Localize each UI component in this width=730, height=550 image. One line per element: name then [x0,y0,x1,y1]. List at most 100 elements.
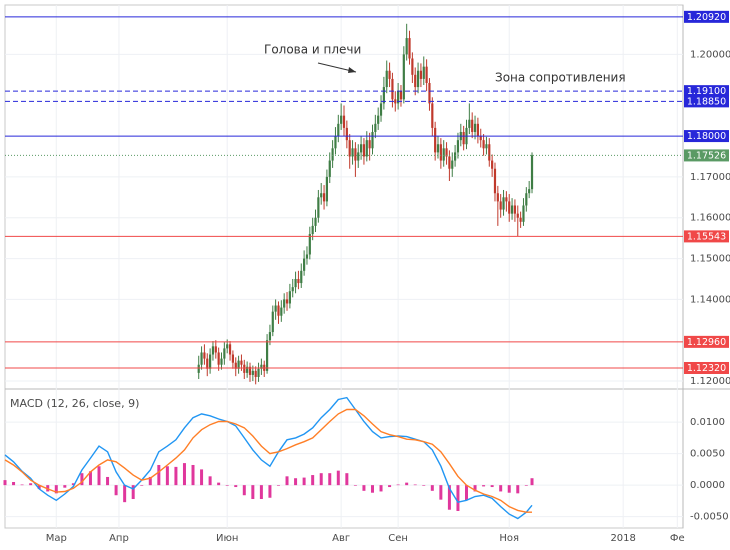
histogram-bar [140,485,144,486]
candle-body [288,291,291,304]
candle-body [456,140,460,153]
histogram-bar [148,476,152,486]
candle-body [491,160,494,169]
histogram-bar [131,485,135,500]
candle-body [206,358,209,369]
candle-body [388,70,391,79]
histogram-bar [507,485,511,493]
histogram-bar [242,485,246,496]
candle-body [274,305,277,312]
histogram-bar [54,485,58,494]
histogram-bar [430,485,434,491]
annotation: Зона сопротивления [495,71,626,85]
candle-body [502,197,505,210]
y-tick-label: 1.17000 [690,172,730,183]
candle-body [476,123,479,137]
histogram-bar [251,485,255,500]
y-tick-label: 1.16000 [690,213,730,224]
histogram-bar [37,485,41,489]
candle-body [297,278,300,284]
annotation-arrowhead [348,67,356,73]
histogram-bar [302,477,306,486]
candle-body [271,311,274,333]
indicator-line [4,396,533,520]
candle-body [260,364,263,369]
histogram-bar [370,485,374,493]
y-tick-label: 0.0100 [690,417,725,428]
histogram-bar [12,482,16,486]
histogram-bar [29,483,33,486]
x-tick-label: 2018 [610,533,635,544]
candle-body [240,360,243,365]
level-label-box [684,230,729,243]
level-label-box [684,95,729,108]
candle-body [516,213,519,218]
x-tick-label: Авг [332,533,350,544]
candle-body [214,346,217,353]
candle-body [408,38,411,59]
candle-body [422,66,425,79]
histogram-bar [516,485,520,494]
plot: Мар Апр Июн Авг Сен Ноя 2018 Фе 1.12000 1.14000 1.… [3,10,730,544]
histogram-bar [182,463,186,486]
histogram-bar [524,485,528,486]
candle-body [209,354,212,369]
histogram-bar [234,485,238,488]
histogram-bar [422,485,426,486]
candle-body [325,176,329,202]
candle-body [203,352,206,359]
candle-body [371,131,374,149]
candle-body [251,370,254,375]
histogram-bar [379,485,383,492]
candle-body [488,144,491,161]
candle-body [377,115,380,124]
histogram-bar [63,485,67,488]
x-tick-label: Сен [388,533,408,544]
candle-body [442,148,445,161]
histogram-bar [200,469,204,486]
histogram-bar [336,470,340,486]
y-tick-label: 1.20000 [690,49,730,60]
candle-body [362,144,366,157]
candle-body [217,352,220,365]
histogram-bar [311,475,315,486]
candle-body [513,205,517,214]
histogram-bar [345,473,349,486]
candle-body [311,225,314,235]
candle-body [223,348,226,359]
level-label: 1.17526 [687,150,726,161]
histogram-bar [80,473,84,486]
candle-body [493,168,497,194]
candle-body [385,70,388,88]
candle-body [328,160,331,177]
level-label: 1.18000 [687,131,726,142]
candle-body [428,82,431,104]
candle-body [510,205,514,214]
candle-body [277,305,280,316]
candle-body [508,201,511,214]
x-tick-label: Ноя [499,533,519,544]
candle-body [345,127,348,141]
candle-body [399,91,403,100]
candle-body [505,197,508,202]
candle-body [431,103,434,128]
histogram-bar [388,485,392,488]
candle-body [374,123,377,132]
x-tick-label: Мар [46,533,67,544]
candle-body [528,189,531,194]
histogram-bar [530,478,534,486]
candle-body [231,354,234,363]
histogram-bar [20,484,24,486]
y-tick-label: 1.15000 [690,254,730,265]
histogram-bar [319,473,323,486]
candle-body [496,193,499,202]
candle-body [402,54,405,100]
level-label: 1.19100 [687,86,726,97]
candle-body [405,38,408,55]
level-label-box [684,361,729,374]
level-label: 1.18850 [687,96,726,107]
candle-body [411,58,414,75]
x-tick-label: Июн [216,533,238,544]
